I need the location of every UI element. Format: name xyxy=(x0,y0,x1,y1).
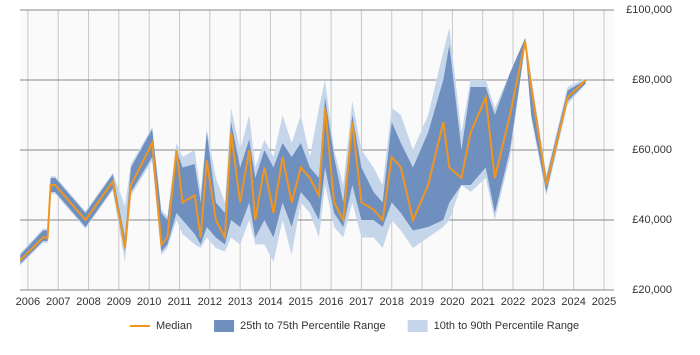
legend-swatch xyxy=(214,320,235,332)
x-tick-label: 2009 xyxy=(107,296,131,308)
legend-swatch xyxy=(407,320,428,332)
x-tick-label: 2016 xyxy=(319,296,343,308)
percentile-band xyxy=(20,38,586,264)
legend-label: Median xyxy=(156,320,192,332)
x-tick-label: 2025 xyxy=(592,296,616,308)
x-tick-label: 2019 xyxy=(410,296,434,308)
y-tick-label: £60,000 xyxy=(632,144,672,156)
x-tick-label: 2008 xyxy=(76,296,100,308)
x-tick-label: 2024 xyxy=(561,296,585,308)
x-tick-label: 2010 xyxy=(137,296,161,308)
median-line xyxy=(19,41,587,261)
x-tick-label: 2020 xyxy=(440,296,464,308)
x-tick-label: 2023 xyxy=(531,296,555,308)
x-tick-label: 2021 xyxy=(470,296,494,308)
x-tick-label: 2011 xyxy=(168,296,192,308)
x-tick-label: 2007 xyxy=(46,296,70,308)
x-tick-label: 2015 xyxy=(289,296,313,308)
x-tick-label: 2017 xyxy=(349,296,373,308)
x-tick-label: 2022 xyxy=(501,296,525,308)
x-tick-label: 2013 xyxy=(228,296,252,308)
legend-label: 25th to 75th Percentile Range xyxy=(240,320,386,332)
y-tick-label: £40,000 xyxy=(632,214,672,226)
x-tick-label: 2012 xyxy=(198,296,222,308)
y-tick-label: £20,000 xyxy=(632,284,672,296)
y-tick-label: £100,000 xyxy=(626,4,672,16)
x-tick-label: 2014 xyxy=(258,296,282,308)
x-tick-label: 2006 xyxy=(16,296,40,308)
legend-label: 10th to 90th Percentile Range xyxy=(434,320,580,332)
y-tick-label: £80,000 xyxy=(632,74,672,86)
x-tick-label: 2018 xyxy=(380,296,404,308)
